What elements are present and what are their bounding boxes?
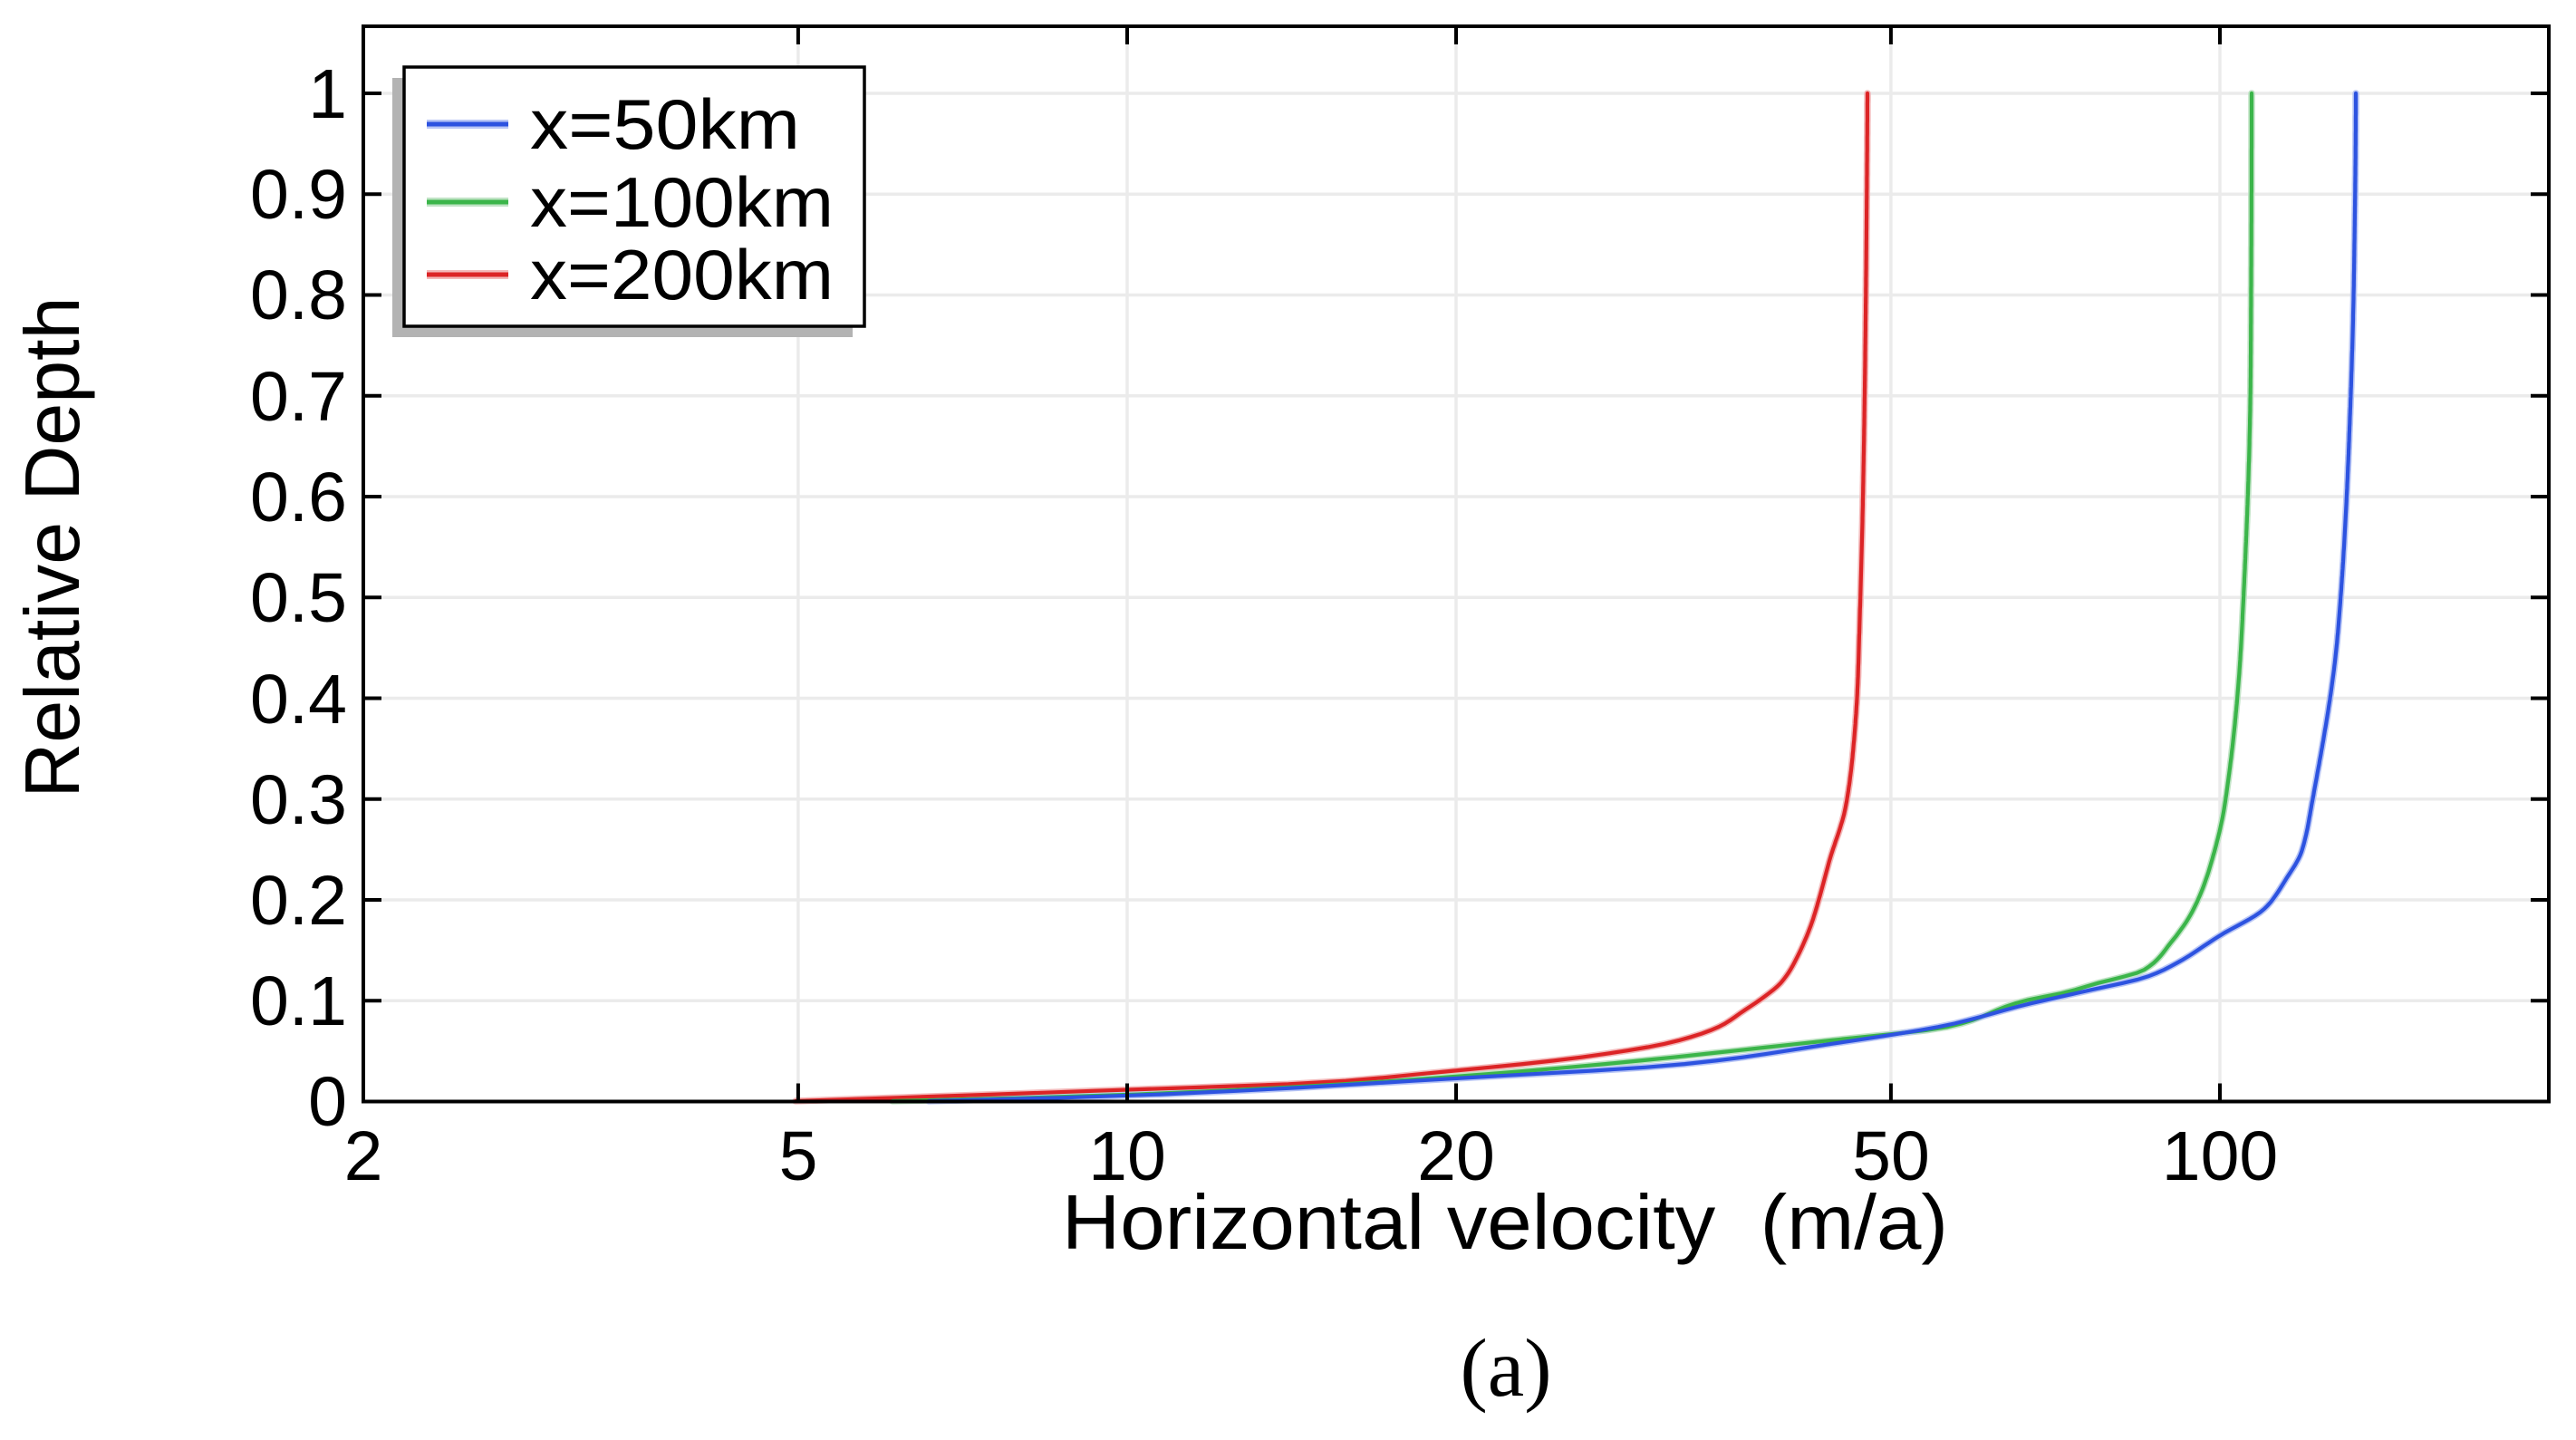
svg-text:10: 10: [1088, 1117, 1166, 1195]
svg-text:x=200km: x=200km: [530, 235, 834, 314]
svg-text:2: 2: [344, 1117, 383, 1195]
svg-text:0.7: 0.7: [250, 358, 347, 436]
svg-text:0.3: 0.3: [250, 761, 347, 839]
svg-text:0.2: 0.2: [250, 862, 347, 940]
svg-text:50: 50: [1852, 1117, 1930, 1195]
svg-text:(a): (a): [1461, 1322, 1552, 1414]
svg-text:0.8: 0.8: [250, 256, 347, 334]
svg-text:x=100km: x=100km: [530, 162, 834, 242]
svg-text:0.9: 0.9: [250, 156, 347, 234]
svg-text:Relative Depth: Relative Depth: [10, 297, 96, 798]
svg-text:0.6: 0.6: [250, 459, 347, 536]
svg-text:0.5: 0.5: [250, 559, 347, 637]
svg-text:x=50km: x=50km: [530, 84, 800, 164]
svg-text:Horizontal velocity (m/a): Horizontal velocity (m/a): [1062, 1180, 1948, 1266]
svg-text:0.1: 0.1: [250, 962, 347, 1040]
svg-text:20: 20: [1417, 1117, 1495, 1195]
svg-text:0: 0: [308, 1063, 347, 1141]
svg-text:1: 1: [308, 55, 347, 133]
svg-text:100: 100: [2162, 1117, 2278, 1195]
svg-text:5: 5: [779, 1117, 818, 1195]
svg-text:0.4: 0.4: [250, 661, 347, 739]
